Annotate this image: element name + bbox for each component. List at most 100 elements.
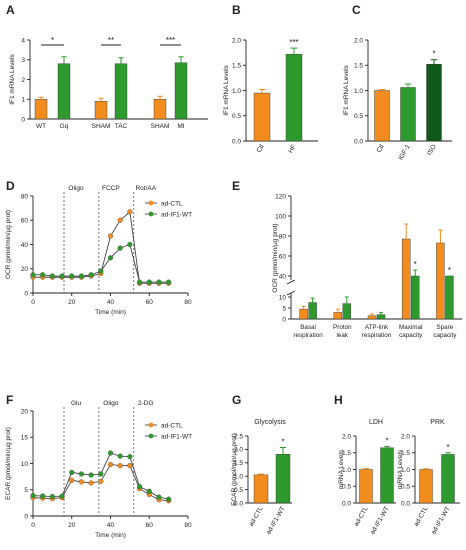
axis-break [286, 290, 296, 296]
significance-label: * [51, 36, 54, 45]
x-tick-label: Spare [436, 324, 453, 331]
data-point [127, 463, 133, 469]
bar [419, 469, 433, 504]
data-point [49, 494, 55, 500]
data-point [69, 273, 75, 279]
x-tick-label: 20 [68, 522, 76, 529]
bar [253, 92, 271, 142]
bar [367, 315, 377, 320]
x-tick-label: ATP-link [365, 324, 389, 331]
y-tick-label: 4 [21, 37, 25, 44]
x-tick-label: ad-IF1-WT [430, 505, 452, 535]
data-point [40, 493, 46, 499]
data-point [107, 461, 114, 468]
chart-title: Glycolysis [254, 419, 286, 426]
injection-label: FCCP [102, 185, 120, 192]
legend-label: ad-IF1-WT [161, 433, 192, 440]
panel-label: G [232, 393, 241, 407]
chart-title: PRK [430, 419, 445, 426]
y-tick-label: 2.0 [232, 37, 241, 44]
y-tick-label: 100 [275, 213, 286, 220]
data-point [98, 471, 104, 477]
bar [342, 303, 351, 320]
x-tick-label: 80 [184, 522, 192, 529]
chart-title: LDH [369, 419, 383, 426]
data-point [98, 268, 104, 274]
x-tick-label: ad-IF1-WT [369, 505, 391, 535]
bar [333, 312, 342, 320]
data-point [88, 272, 94, 278]
y-tick-label: 1.5 [234, 460, 243, 467]
y-axis-label: mRNA Levels [397, 449, 404, 489]
y-tick-label: 2 [21, 77, 25, 84]
y-axis-label: ECAR (pmol/min/µg prot) [231, 433, 238, 506]
significance-label: * [385, 436, 388, 445]
y-tick-label: 5 [24, 487, 28, 494]
y-tick-label: 1.5 [232, 63, 241, 70]
bar [94, 101, 108, 120]
data-point [69, 477, 75, 483]
bar [359, 469, 373, 504]
y-tick-label: 1.5 [401, 450, 410, 457]
y-tick-label: 60 [21, 218, 29, 225]
x-tick-label: 60 [146, 299, 154, 306]
data-point [117, 245, 123, 251]
y-tick-label: 10 [21, 461, 29, 468]
bar [34, 99, 48, 120]
significance-label: ** [108, 36, 114, 45]
y-tick-label: 120 [275, 193, 286, 200]
bar [376, 314, 386, 320]
x-tick-label: 40 [107, 299, 115, 306]
y-tick-label: 1.5 [342, 450, 351, 457]
panel-D: D 0 20 40 60 80 0 20 40 60 80 Time (min) OCR (pmol/m… [5, 179, 192, 316]
y-tick-label: 10 [279, 294, 287, 301]
y-tick-label: 1.0 [354, 88, 363, 95]
y-tick-label: 1.0 [401, 467, 410, 474]
x-tick-label: 40 [107, 522, 115, 529]
bar [275, 454, 291, 504]
x-tick-label: 20 [68, 299, 76, 306]
data-point [127, 241, 133, 248]
injection-label: Rot/AA [135, 185, 156, 192]
data-point [107, 255, 114, 261]
panel-H1: H LDH 0.0 0.5 1.0 1.5 2.0 mRNA Levels ad-CTL ad-I… [334, 393, 396, 536]
bar [253, 474, 269, 504]
bar [445, 275, 454, 320]
x-tick-label: ISO [426, 144, 438, 157]
y-tick-label: 2.0 [354, 37, 363, 44]
y-tick-label: 2.0 [401, 433, 410, 440]
legend-label: ad-IF1-WT [161, 211, 192, 218]
y-tick-label: 2.0 [342, 433, 351, 440]
bar [374, 90, 390, 142]
panel-label: D [6, 179, 15, 193]
y-tick-label: 0.5 [232, 113, 241, 120]
bar [174, 62, 188, 120]
x-tick-label: capacity [433, 332, 457, 339]
y-axis-label: mRNA Levels [338, 449, 345, 489]
y-tick-label: 40 [279, 273, 287, 280]
x-tick-label: 0 [31, 299, 35, 306]
legend-marker [148, 422, 154, 428]
panel-B: B 0.0 0.5 1.0 1.5 2.0 IF1 mRNA Levels Ctl HF *** [223, 3, 318, 155]
data-point [69, 469, 75, 475]
data-point [127, 454, 133, 460]
legend-marker [148, 211, 154, 217]
y-tick-label: 15 [21, 435, 29, 442]
injection-label: Oligo [103, 400, 119, 407]
y-tick-label: 0.0 [401, 500, 410, 507]
significance-label: * [414, 260, 417, 269]
y-axis-label: IF1 mRNA Levels [343, 64, 350, 115]
y-tick-label: 0 [24, 513, 28, 520]
y-tick-label: 3 [21, 57, 25, 64]
x-tick-label: TAC [115, 123, 128, 130]
data-point [166, 496, 172, 502]
bar [441, 454, 455, 504]
x-tick-label: Proton [333, 324, 352, 331]
bar [114, 63, 128, 120]
y-tick-label: 1 [21, 97, 25, 104]
data-point [137, 279, 143, 285]
axis-break [286, 279, 296, 285]
y-axis-label: IF1 mRNA Levels [223, 64, 230, 115]
y-tick-label: 1.0 [234, 474, 243, 481]
